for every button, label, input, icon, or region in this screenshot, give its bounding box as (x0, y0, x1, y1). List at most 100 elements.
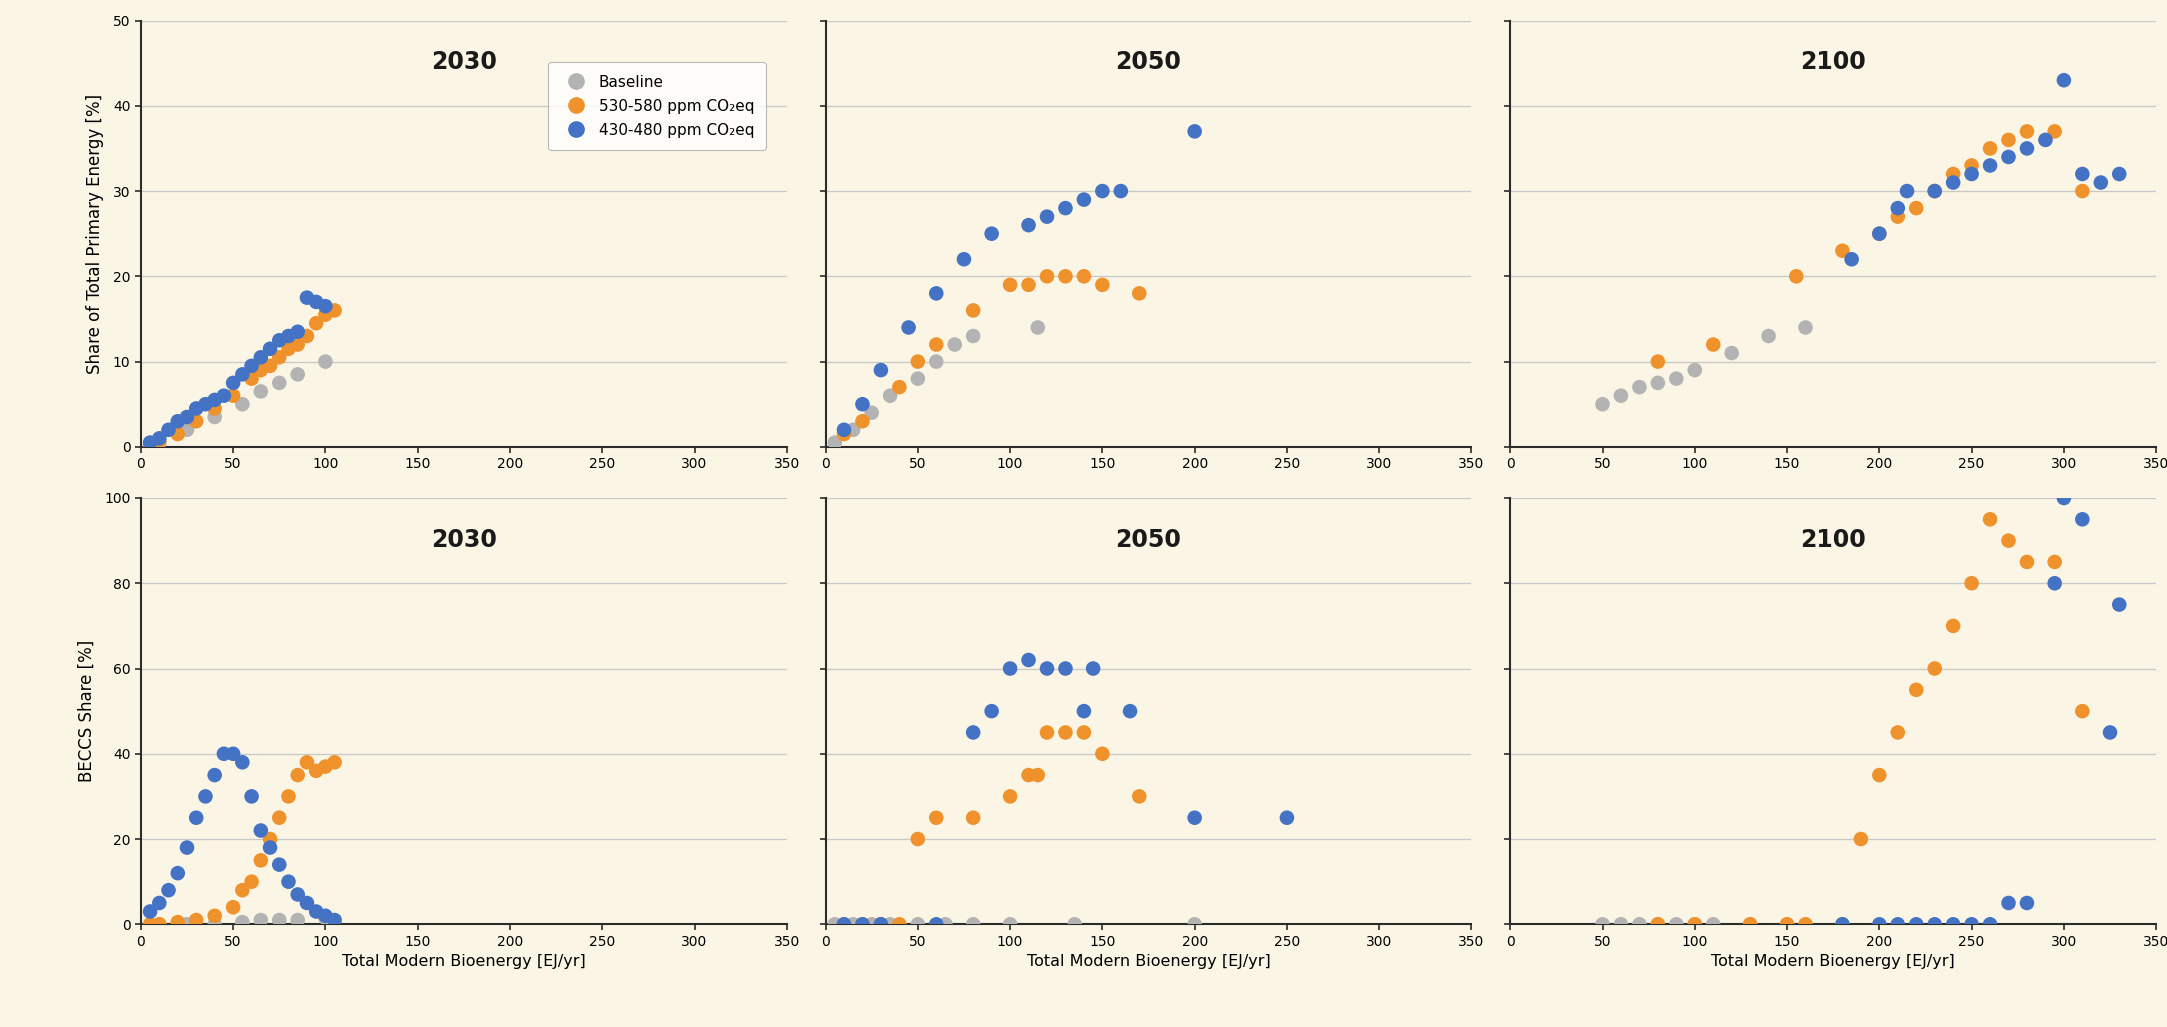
Point (254, 341, 288, 357)
Point (882, 379, 917, 395)
Point (189, 788, 223, 804)
Point (271, 873, 306, 889)
Point (1751, 328, 1786, 344)
Point (180, 912, 215, 928)
Point (1049, 200, 1084, 217)
Point (316, 912, 351, 928)
Point (2009, 895, 2043, 911)
Point (1066, 268, 1101, 284)
Point (243, 852, 277, 869)
Point (217, 899, 251, 915)
Point (992, 276, 1027, 293)
Point (308, 298, 342, 314)
Point (1075, 660, 1110, 677)
Point (1604, 387, 1638, 404)
Text: 2100: 2100 (1801, 50, 1866, 74)
Point (826, 916, 860, 933)
Point (1861, 916, 1896, 933)
Point (254, 357, 288, 374)
Point (2102, 165, 2137, 182)
Point (197, 767, 232, 784)
Point (1861, 767, 1896, 784)
Point (1825, 242, 1859, 259)
Point (947, 251, 982, 267)
Point (865, 916, 899, 933)
Point (1918, 183, 1952, 199)
Point (854, 916, 888, 933)
Point (1021, 319, 1055, 336)
Point (217, 387, 251, 404)
Point (1049, 268, 1084, 284)
Legend: Baseline, 530-580 ppm CO₂eq, 430-480 ppm CO₂eq: Baseline, 530-580 ppm CO₂eq, 430-480 ppm… (548, 63, 767, 150)
Point (975, 702, 1010, 719)
Point (2009, 554, 2043, 570)
Point (160, 413, 195, 429)
X-axis label: Total Modern Bioenergy [EJ/yr]: Total Modern Bioenergy [EJ/yr] (1712, 954, 1955, 969)
Point (143, 916, 178, 933)
Text: 2050: 2050 (1116, 528, 1181, 551)
Point (927, 916, 962, 933)
Point (243, 383, 277, 400)
Point (1177, 916, 1211, 933)
Point (262, 857, 297, 873)
Point (1991, 532, 2026, 548)
Point (2009, 123, 2043, 140)
Point (1881, 208, 1916, 225)
Point (901, 371, 936, 387)
Point (280, 886, 314, 903)
Point (234, 371, 269, 387)
Point (1012, 652, 1047, 669)
Point (290, 290, 325, 306)
Point (1177, 123, 1211, 140)
Point (1935, 617, 1970, 634)
Point (1991, 895, 2026, 911)
Point (1972, 141, 2007, 157)
Point (919, 353, 953, 370)
Point (919, 809, 953, 826)
Point (262, 349, 297, 366)
Point (225, 396, 260, 413)
Y-axis label: Share of Total Primary Energy [%]: Share of Total Primary Energy [%] (87, 93, 104, 374)
Point (1066, 191, 1101, 207)
Point (1825, 916, 1859, 933)
Point (1103, 183, 1138, 199)
Point (1604, 916, 1638, 933)
Point (280, 367, 314, 383)
Point (262, 332, 297, 348)
Point (845, 916, 880, 933)
Point (2028, 131, 2063, 148)
Point (1714, 345, 1749, 362)
Point (1066, 702, 1101, 719)
Point (1918, 916, 1952, 933)
Point (169, 409, 204, 425)
Point (873, 387, 908, 404)
Point (1049, 660, 1084, 677)
Point (992, 660, 1027, 677)
Point (254, 839, 288, 855)
Point (1861, 226, 1896, 242)
Point (271, 341, 306, 357)
Point (2037, 123, 2072, 140)
Point (197, 409, 232, 425)
Point (836, 421, 871, 438)
Point (1012, 767, 1047, 784)
Point (901, 916, 936, 933)
Point (132, 904, 167, 920)
Point (290, 328, 325, 344)
Point (1991, 131, 2026, 148)
Point (280, 336, 314, 352)
Point (143, 430, 178, 447)
Point (1677, 916, 1712, 933)
Point (217, 375, 251, 391)
Point (1640, 916, 1675, 933)
Point (845, 396, 880, 413)
Text: 2030: 2030 (431, 50, 496, 74)
Point (826, 421, 860, 438)
Point (169, 839, 204, 855)
Point (845, 413, 880, 429)
Point (197, 401, 232, 417)
Point (1861, 226, 1896, 242)
Point (2046, 490, 2080, 506)
Point (160, 865, 195, 881)
Point (2037, 575, 2072, 592)
